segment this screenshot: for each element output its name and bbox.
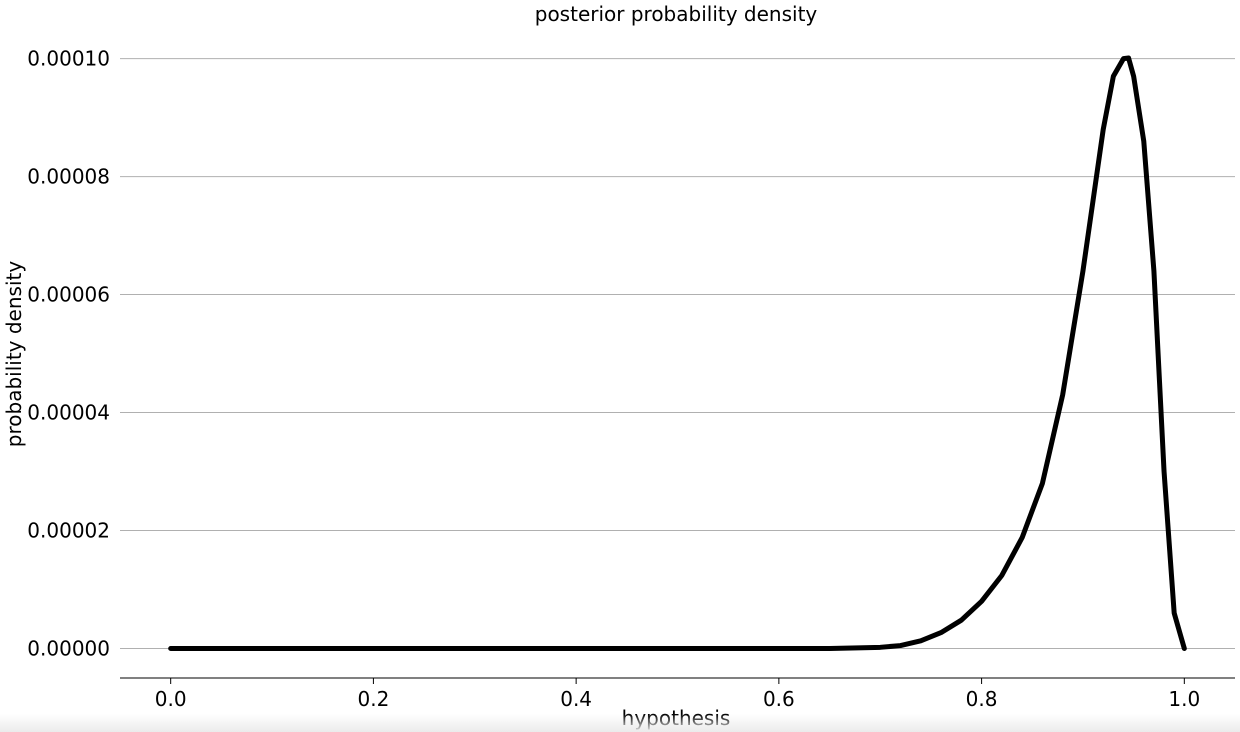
x-tick-label: 0.8 xyxy=(966,687,998,711)
y-tick-label: 0.00006 xyxy=(27,283,110,307)
x-axis: 0.0 0.2 0.4 0.6 0.8 1.0 xyxy=(120,677,1235,711)
y-tick-label: 0.00004 xyxy=(27,401,110,425)
x-tick-label: 1.0 xyxy=(1168,687,1200,711)
x-tick-label: 0.2 xyxy=(358,687,390,711)
density-curve xyxy=(168,55,1187,651)
x-tick-label: 0.6 xyxy=(763,687,795,711)
window-bottom-edge xyxy=(0,714,1240,732)
y-tick-label: 0.00000 xyxy=(27,637,110,661)
y-tick-label: 0.00010 xyxy=(27,47,110,71)
y-tick-label: 0.00008 xyxy=(27,165,110,189)
x-tick-label: 0.0 xyxy=(155,687,187,711)
grid-lines xyxy=(120,58,1235,650)
x-tick-label: 0.4 xyxy=(560,687,592,711)
chart-title: posterior probability density xyxy=(535,2,818,26)
density-curve-layer xyxy=(168,55,1187,651)
y-tick-label: 0.00002 xyxy=(27,519,110,543)
y-axis-label: probability density xyxy=(2,261,26,448)
y-tick-labels: 0.00000 0.00002 0.00004 0.00006 0.00008 0.000… xyxy=(27,47,110,661)
